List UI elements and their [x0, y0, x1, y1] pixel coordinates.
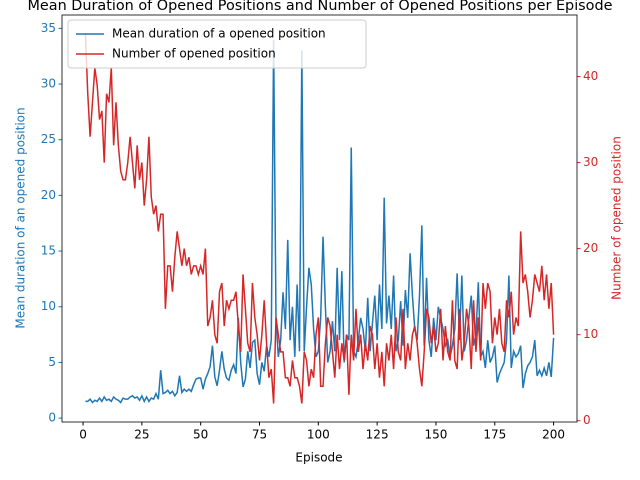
y2-tick-label: 20: [583, 241, 598, 255]
y2-tick-label: 10: [583, 327, 598, 341]
x-tick-label: 150: [425, 428, 448, 442]
data-line: [84, 33, 555, 404]
y-axis-label: Mean duration of an opened position: [14, 107, 28, 328]
legend: Mean duration of a opened position Number…: [67, 19, 367, 69]
y-tick-label: 35: [41, 21, 56, 35]
y-tick-label: 5: [48, 355, 56, 369]
y-tick-label: 20: [41, 188, 56, 202]
legend-box: [67, 19, 367, 69]
legend-label: Number of opened position: [112, 47, 276, 61]
y2-tick-label: 40: [583, 69, 598, 83]
y2-axis-label: Number of opened position: [610, 136, 624, 300]
y-tick-label: 10: [41, 299, 56, 313]
x-axis-label: Episode: [295, 451, 342, 465]
y2-tick-label: 30: [583, 155, 598, 169]
x-tick-label: 200: [542, 428, 565, 442]
y-tick-label: 0: [48, 411, 56, 425]
plot-frame: [61, 14, 578, 423]
y-tick-label: 30: [41, 77, 56, 91]
x-tick-label: 50: [193, 428, 208, 442]
legend-label: Mean duration of a opened position: [112, 27, 326, 41]
y2-tick-label: 0: [583, 413, 591, 427]
y-tick-label: 15: [41, 244, 56, 258]
x-tick-label: 175: [483, 428, 506, 442]
x-tick-label: 100: [307, 428, 330, 442]
x-tick-label: 25: [134, 428, 149, 442]
x-tick-label: 125: [366, 428, 389, 442]
x-tick-label: 75: [252, 428, 267, 442]
y-tick-label: 25: [41, 132, 56, 146]
x-tick-label: 0: [79, 428, 87, 442]
chart-title: Mean Duration of Opened Positions and Nu…: [28, 0, 613, 14]
